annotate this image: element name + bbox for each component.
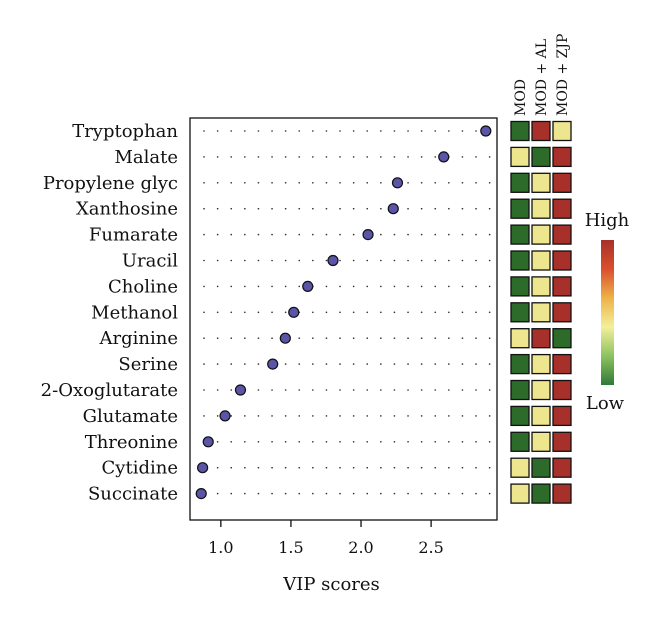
heatmap-cell xyxy=(510,353,530,375)
heatmap-cell xyxy=(552,198,572,219)
heatmap-cell xyxy=(552,457,572,478)
heatmap-cell xyxy=(510,172,530,193)
category-labels: Tryptophan Malate Propylene glyc Xanthosine… xyxy=(41,121,179,505)
heatmap-cell xyxy=(531,483,551,504)
data-point xyxy=(391,177,404,189)
x-tick-label: 1.5 xyxy=(278,538,303,557)
category-label: Methanol xyxy=(91,302,178,323)
heatmap-cell xyxy=(531,405,551,427)
category-label: Serine xyxy=(118,354,178,375)
heatmap-column-labels: MOD MOD + AL MOD + ZJP xyxy=(513,34,571,116)
data-point xyxy=(438,151,450,163)
category-label: Fumarate xyxy=(89,225,178,246)
heatmap-column-label: MOD + AL xyxy=(534,39,550,116)
heatmap-cell xyxy=(531,431,551,452)
heatmap-cell xyxy=(510,120,530,142)
heatmap-cell xyxy=(531,120,551,142)
category-label: Cytidine xyxy=(102,458,178,479)
heatmap-cell xyxy=(531,198,551,219)
data-point xyxy=(219,410,231,422)
category-label: Threonine xyxy=(85,432,178,453)
category-label: Arginine xyxy=(99,328,178,349)
x-axis-title: VIP scores xyxy=(282,574,380,595)
data-points xyxy=(195,125,492,500)
heatmap-cell xyxy=(510,146,530,168)
heatmap-cell xyxy=(531,250,551,271)
heatmap-cell xyxy=(531,379,551,401)
heatmap-cell xyxy=(552,250,572,271)
heatmap-cell xyxy=(510,302,530,323)
heatmap-cell xyxy=(531,457,551,478)
data-point xyxy=(387,203,399,215)
data-point xyxy=(267,358,279,370)
category-label: Tryptophan xyxy=(72,121,178,142)
x-axis-ticks: 1.0 1.5 2.0 2.5 xyxy=(208,520,444,557)
data-point xyxy=(202,436,214,448)
category-label: Propylene glyc xyxy=(43,173,178,194)
heatmap-cell xyxy=(510,276,530,297)
data-point xyxy=(234,384,247,396)
legend-low-label: Low xyxy=(586,393,625,414)
category-label: Succinate xyxy=(88,484,178,505)
heatmap-cell xyxy=(552,302,572,323)
guide-lines xyxy=(203,130,492,495)
color-scale-bar xyxy=(601,240,614,385)
heatmap-cell xyxy=(552,276,572,297)
heatmap-cell xyxy=(552,379,572,401)
heatmap-cell xyxy=(531,146,551,168)
heatmap-cell xyxy=(552,353,572,375)
heatmap-cell xyxy=(510,379,530,401)
heatmap-cell xyxy=(531,224,551,245)
x-tick-label: 1.0 xyxy=(208,538,233,557)
heatmap-cell xyxy=(510,483,530,504)
category-label: Glutamate xyxy=(83,406,178,427)
heatmap-cell xyxy=(531,302,551,323)
data-point xyxy=(480,125,492,137)
category-label: 2-Oxoglutarate xyxy=(41,380,178,401)
heatmap-cell xyxy=(552,328,572,349)
heatmap-cell xyxy=(531,172,551,193)
heatmap-column-label: MOD + ZJP xyxy=(555,34,571,116)
heatmap-column-label: MOD xyxy=(513,79,529,116)
heatmap-cell xyxy=(552,431,572,452)
heatmap-cell xyxy=(552,405,572,427)
heatmap-cell xyxy=(510,457,530,478)
heatmap-cell xyxy=(510,328,530,349)
heatmap-cell xyxy=(552,172,572,193)
heatmap-cell xyxy=(510,250,530,271)
data-point xyxy=(279,332,291,344)
data-point xyxy=(195,488,207,500)
data-point xyxy=(362,229,374,241)
heatmap-cell xyxy=(552,146,572,168)
heatmap-cell xyxy=(510,224,530,245)
heatmap-cell xyxy=(552,483,572,504)
heatmap-cell xyxy=(531,276,551,297)
heatmap-cell xyxy=(510,431,530,452)
heatmap-cell xyxy=(552,120,572,142)
data-point xyxy=(288,306,300,318)
heatmap-cell xyxy=(510,405,530,427)
plot-frame xyxy=(189,117,498,521)
data-point xyxy=(197,462,209,474)
heatmap-cell xyxy=(531,353,551,375)
heatmap-cell xyxy=(552,224,572,245)
category-label: Uracil xyxy=(122,251,178,272)
category-label: Malate xyxy=(114,147,178,168)
data-point xyxy=(327,254,339,267)
x-tick-label: 2.0 xyxy=(348,538,373,557)
heatmap xyxy=(510,120,572,504)
category-label: Choline xyxy=(108,276,178,297)
heatmap-cell xyxy=(531,328,551,349)
x-tick-label: 2.5 xyxy=(418,538,443,557)
heatmap-cell xyxy=(510,198,530,219)
legend-high-label: High xyxy=(585,210,630,231)
data-point xyxy=(302,280,314,292)
category-label: Xanthosine xyxy=(76,199,178,220)
